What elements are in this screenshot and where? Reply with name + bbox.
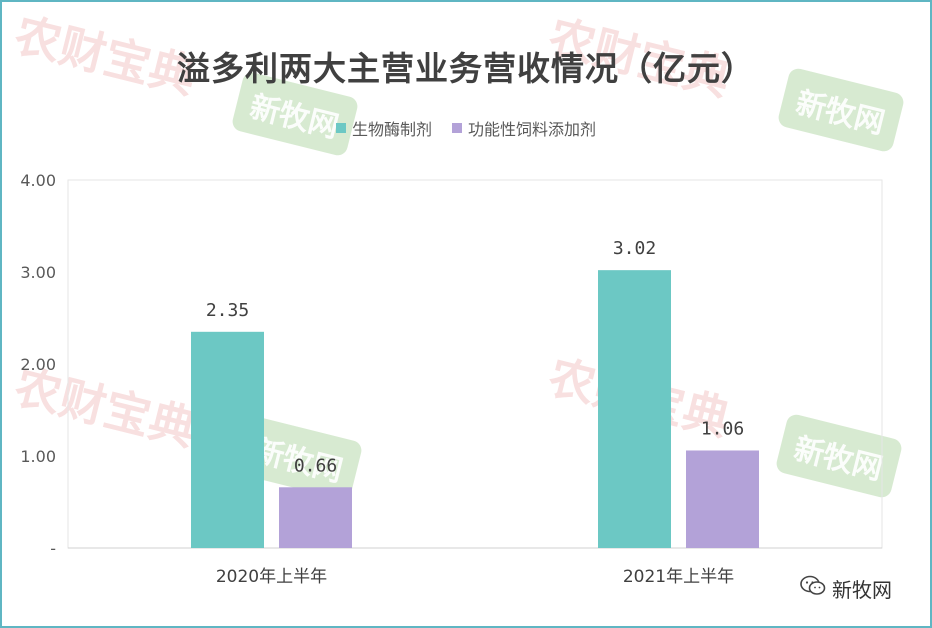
wechat-icon	[800, 575, 826, 602]
data-label: 3.02	[613, 238, 656, 259]
bar-enzyme	[598, 270, 671, 548]
data-label: 0.66	[294, 455, 337, 476]
y-tick-label: 1.00	[20, 447, 56, 466]
y-tick-label: -	[50, 539, 56, 558]
bar-feed-additive	[279, 487, 352, 548]
legend: 生物酶制剂 功能性饲料添加剂	[0, 116, 932, 140]
legend-item-enzyme: 生物酶制剂	[335, 116, 432, 140]
legend-label-feed-additive: 功能性饲料添加剂	[468, 120, 597, 139]
x-tick-label: 2021年上半年	[623, 567, 734, 587]
bar-feed-additive	[686, 450, 759, 548]
data-label: 2.35	[206, 300, 249, 321]
plot-area	[67, 179, 883, 549]
brand-text: 新牧网	[832, 578, 892, 602]
y-tick-label: 2.00	[20, 355, 56, 374]
legend-swatch-feed-additive	[452, 123, 462, 133]
y-tick-label: 3.00	[20, 263, 56, 282]
legend-swatch-enzyme	[335, 123, 346, 133]
brand: 新牧网	[800, 574, 892, 603]
y-tick-label: 4.00	[20, 171, 56, 190]
legend-label-enzyme: 生物酶制剂	[351, 120, 432, 139]
chart-title: 溢多利两大主营业务营收情况（亿元）	[177, 49, 755, 88]
bar-enzyme	[191, 331, 264, 548]
x-tick-label: 2020年上半年	[216, 567, 327, 587]
data-label: 1.06	[701, 418, 744, 439]
legend-item-feed-additive: 功能性饲料添加剂	[452, 116, 596, 140]
